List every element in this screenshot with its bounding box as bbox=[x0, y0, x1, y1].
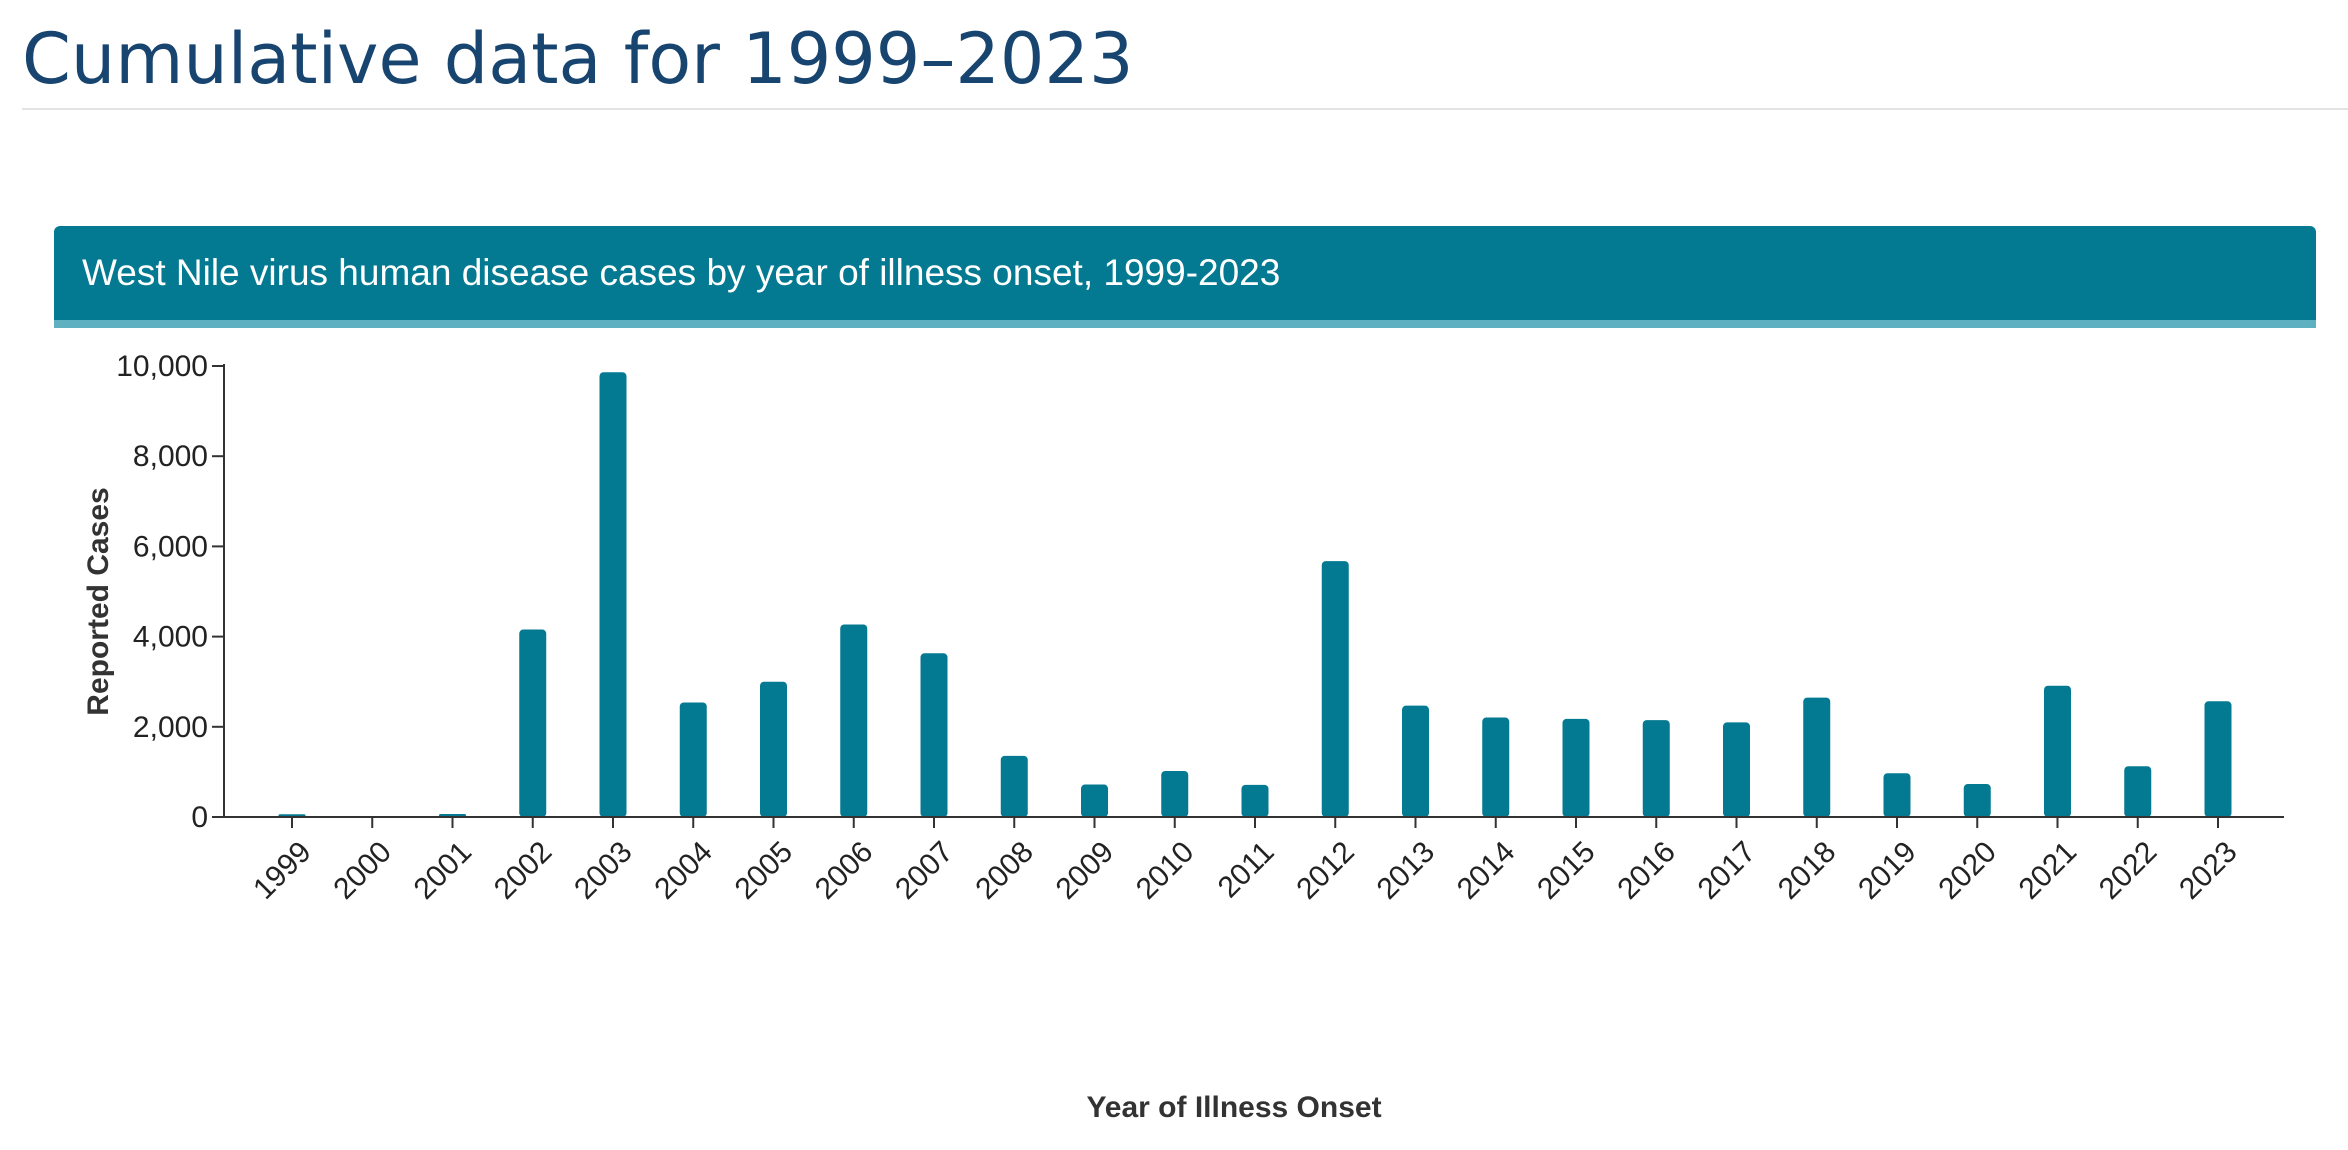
y-axis: 0 2,000 4,000 6,000 8,000 10,000 bbox=[116, 350, 225, 834]
page-title: Cumulative data for 1999–2023 bbox=[22, 18, 1134, 100]
x-axis-title: Year of Illness Onset bbox=[1086, 1091, 1381, 1124]
x-tick-label: 1999 bbox=[247, 835, 318, 906]
bar-2009[interactable] bbox=[1081, 784, 1108, 817]
y-tick-label: 10,000 bbox=[116, 350, 208, 383]
bars-layer bbox=[278, 372, 2232, 817]
x-tick-label: 2006 bbox=[809, 835, 880, 906]
bar-2017[interactable] bbox=[1723, 722, 1750, 817]
y-tick-label: 8,000 bbox=[133, 440, 208, 473]
bar-2018[interactable] bbox=[1803, 697, 1831, 817]
x-tick-label: 2014 bbox=[1451, 835, 1522, 906]
bar-2003[interactable] bbox=[599, 372, 627, 817]
x-tick-label: 2015 bbox=[1531, 835, 1602, 906]
x-tick-label: 2019 bbox=[1852, 835, 1923, 906]
y-tick-label: 6,000 bbox=[133, 530, 208, 563]
bar-2021[interactable] bbox=[2044, 685, 2071, 817]
x-tick-label: 2003 bbox=[568, 835, 639, 906]
x-tick-label: 2005 bbox=[729, 835, 800, 906]
x-tick-label: 2008 bbox=[969, 835, 1040, 906]
x-tick-label: 2011 bbox=[1212, 835, 1281, 904]
bar-2008[interactable] bbox=[1000, 755, 1028, 817]
x-axis: 1999 2000 2001 2002 2003 2004 2005 2006 2007 2008… bbox=[224, 816, 2284, 906]
x-tick-label: 2020 bbox=[1932, 835, 2003, 906]
bar-2004[interactable] bbox=[679, 702, 707, 817]
y-tick-label: 4,000 bbox=[133, 621, 208, 654]
title-divider bbox=[22, 108, 2348, 110]
x-tick-label: 2013 bbox=[1371, 835, 1442, 906]
bar-2022[interactable] bbox=[2124, 766, 2152, 817]
x-tick-label: 2009 bbox=[1050, 835, 1121, 906]
bar-chart: 0 2,000 4,000 6,000 8,000 10,000 1999 2000 2001… bbox=[82, 350, 2284, 1124]
bar-2007[interactable] bbox=[920, 653, 948, 817]
bar-2015[interactable] bbox=[1562, 718, 1590, 817]
chart-header: West Nile virus human disease cases by y… bbox=[54, 226, 2316, 328]
bar-2013[interactable] bbox=[1402, 705, 1429, 817]
chart-title: West Nile virus human disease cases by y… bbox=[82, 252, 1281, 293]
x-tick-label: 2000 bbox=[327, 835, 398, 906]
y-tick-label: 0 bbox=[191, 801, 208, 834]
bar-2005[interactable] bbox=[760, 681, 787, 817]
x-tick-label: 2002 bbox=[488, 835, 559, 906]
x-tick-label: 2001 bbox=[408, 835, 479, 906]
x-tick-label: 2023 bbox=[2173, 835, 2244, 906]
bar-2016[interactable] bbox=[1642, 720, 1670, 817]
y-axis-title: Reported Cases bbox=[82, 487, 115, 715]
x-tick-label: 2010 bbox=[1130, 835, 1201, 906]
bar-2011[interactable] bbox=[1241, 784, 1269, 817]
x-tick-label: 2021 bbox=[2013, 835, 2084, 906]
x-tick-label: 2012 bbox=[1290, 835, 1361, 906]
x-tick-label: 2017 bbox=[1692, 835, 1763, 906]
bar-2002[interactable] bbox=[519, 629, 547, 817]
y-tick-label: 2,000 bbox=[133, 711, 208, 744]
x-tick-label: 2018 bbox=[1772, 835, 1843, 906]
x-tick-label: 2004 bbox=[648, 835, 719, 906]
bar-2006[interactable] bbox=[840, 624, 868, 817]
x-tick-label: 2016 bbox=[1611, 835, 1682, 906]
bar-2020[interactable] bbox=[1963, 784, 1991, 817]
bar-2010[interactable] bbox=[1161, 770, 1189, 817]
x-tick-label: 2007 bbox=[889, 835, 960, 906]
bar-2023[interactable] bbox=[2204, 701, 2232, 817]
chart-card: West Nile virus human disease cases by y… bbox=[54, 226, 2316, 1126]
bar-2019[interactable] bbox=[1883, 773, 1911, 817]
bar-2014[interactable] bbox=[1482, 717, 1510, 817]
bar-2012[interactable] bbox=[1321, 561, 1349, 817]
x-tick-label: 2022 bbox=[2093, 835, 2164, 906]
